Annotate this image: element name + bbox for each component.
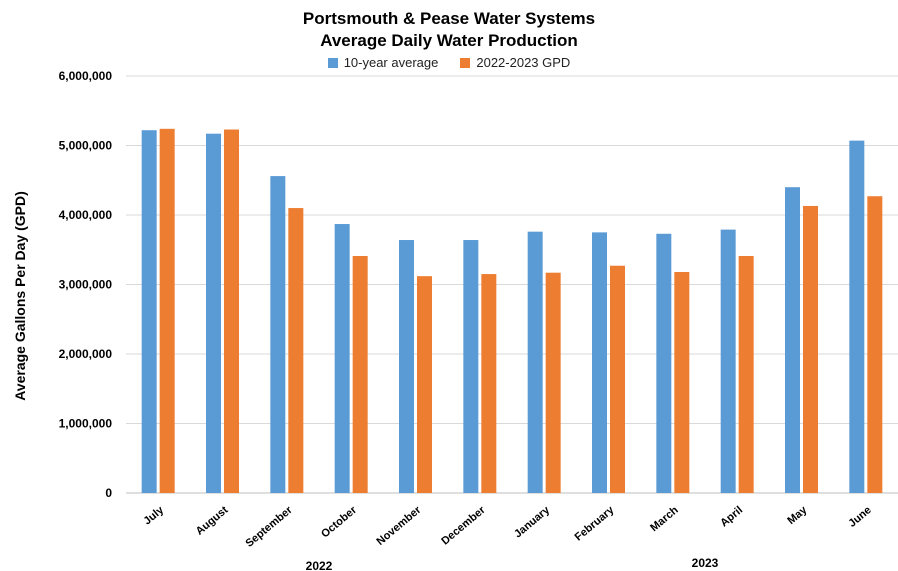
bar-2022-2023-gpd-october: [352, 256, 368, 493]
y-tick-label: 5,000,000: [59, 139, 113, 153]
chart-legend: 10-year average 2022-2023 GPD: [0, 55, 898, 70]
x-tick-label: January: [512, 504, 553, 541]
x-tick-label: September: [243, 504, 295, 550]
bar-10-year-average-january: [527, 231, 543, 493]
bar-2022-2023-gpd-may: [803, 205, 818, 493]
y-tick-label: 0: [105, 486, 112, 500]
legend-swatch-2022-2023-gpd: [460, 57, 471, 68]
bar-2022-2023-gpd-september: [288, 208, 304, 494]
x-tick-label: April: [718, 504, 745, 529]
y-tick-label: 4,000,000: [59, 208, 113, 222]
legend-item-10-year-average: 10-year average: [327, 55, 439, 70]
bar-2022-2023-gpd-july: [159, 128, 175, 493]
bar-2022-2023-gpd-november: [417, 276, 432, 493]
bar-10-year-average-june: [849, 140, 865, 493]
x-tick-label: May: [785, 504, 810, 528]
bar-10-year-average-august: [206, 133, 221, 493]
bar-10-year-average-may: [785, 187, 800, 493]
x-tick-label: August: [194, 504, 231, 538]
bar-10-year-average-july: [141, 130, 157, 493]
bar-10-year-average-february: [592, 232, 607, 493]
legend-item-2022-2023-gpd: 2022-2023 GPD: [460, 55, 570, 70]
y-tick-label: 6,000,000: [59, 69, 113, 83]
x-tick-label: November: [375, 504, 424, 548]
year-group-label: 2022: [306, 559, 333, 571]
bar-10-year-average-october: [334, 224, 350, 493]
x-tick-label: February: [573, 504, 617, 544]
legend-swatch-10-year-average: [327, 57, 338, 68]
bar-2022-2023-gpd-december: [481, 274, 497, 493]
x-tick-label: October: [319, 504, 360, 541]
bar-10-year-average-september: [270, 176, 286, 493]
y-tick-label: 3,000,000: [59, 278, 113, 292]
y-tick-label: 1,000,000: [59, 417, 113, 431]
y-tick-label: 2,000,000: [59, 347, 113, 361]
bar-10-year-average-april: [720, 229, 736, 493]
legend-label-2022-2023-gpd: 2022-2023 GPD: [476, 55, 571, 70]
chart-title: Portsmouth & Pease Water Systems: [302, 9, 596, 28]
bar-2022-2023-gpd-march: [674, 271, 690, 493]
year-group-label: 2023: [692, 556, 719, 570]
bar-2022-2023-gpd-january: [545, 272, 561, 493]
bar-10-year-average-november: [399, 240, 414, 493]
x-tick-label: December: [439, 504, 488, 548]
legend-label-10-year-average: 10-year average: [343, 55, 439, 70]
bar-10-year-average-december: [463, 240, 479, 493]
x-tick-label: March: [648, 504, 681, 534]
bar-2022-2023-gpd-april: [738, 256, 754, 493]
bar-2022-2023-gpd-august: [224, 129, 239, 493]
x-tick-label: July: [142, 504, 167, 528]
chart-subtitle: Average Daily Water Production: [320, 31, 578, 50]
bar-10-year-average-march: [656, 233, 672, 493]
bar-2022-2023-gpd-february: [610, 265, 625, 493]
x-tick-label: June: [846, 504, 873, 530]
bar-2022-2023-gpd-june: [867, 196, 883, 494]
